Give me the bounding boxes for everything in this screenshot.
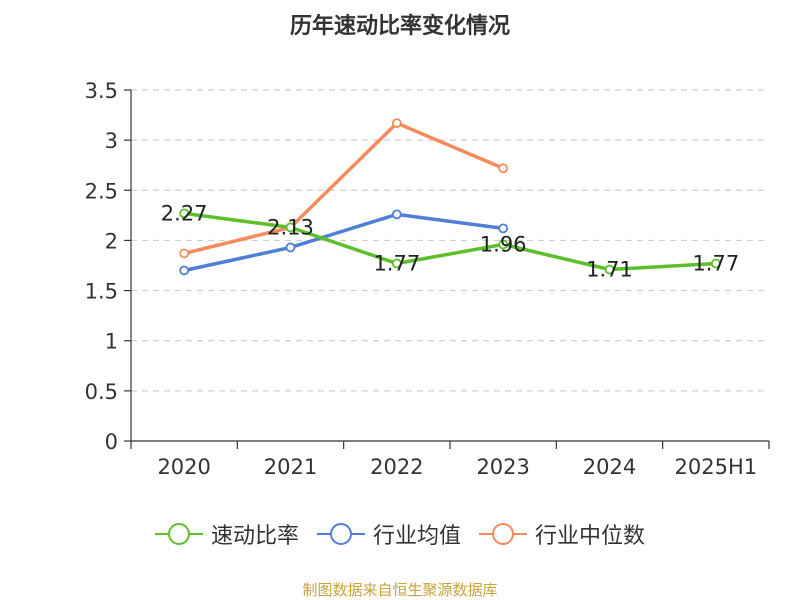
x-tick-label: 2023 [476, 455, 529, 479]
data-point [498, 163, 509, 174]
data-label: 2.13 [267, 215, 314, 239]
y-tick-label: 1.5 [85, 280, 118, 304]
source-note: 制图数据来自恒生聚源数据库 [302, 581, 498, 599]
axes: 0 0.5 1 1.5 2 2.5 3 3.5 2020 2021 2022 2023 2024 2025… [85, 79, 770, 479]
x-tick-label: 2024 [583, 455, 636, 479]
data-point [391, 118, 402, 128]
legend: 速动比率 行业均值 行业中位数 [0, 518, 800, 550]
series-line-0 [182, 211, 718, 272]
data-point [179, 265, 190, 276]
legend-label: 行业中位数 [535, 524, 646, 549]
data-point [498, 223, 509, 234]
data-point [179, 208, 190, 219]
data-point [391, 209, 402, 220]
y-tick-label: 1 [105, 330, 118, 354]
data-label: 2.27 [161, 201, 208, 225]
legend-label: 速动比率 [210, 524, 299, 549]
series-line-2 [182, 121, 505, 256]
chart-title: 历年速动比率变化情况 [289, 14, 510, 39]
series [179, 118, 721, 276]
legend-item-industry-median[interactable]: 行业中位数 [479, 518, 645, 550]
data-point [604, 264, 615, 275]
series-line-1 [182, 212, 505, 273]
y-tick-label: 3 [105, 129, 118, 153]
legend-item-industry-mean[interactable]: 行业均值 [316, 518, 461, 550]
x-tick-label: 2025H1 [675, 455, 758, 479]
data-point [285, 242, 296, 253]
legend-ring-1 [329, 523, 352, 545]
y-tick-label: 2 [105, 229, 118, 253]
data-point [285, 222, 296, 233]
y-tick-label: 0 [105, 430, 118, 454]
data-point [498, 239, 509, 250]
legend-ring-2 [492, 523, 514, 545]
data-label: 1.77 [373, 251, 420, 275]
data-labels: 2.27 2.13 1.77 1.96 1.71 1.77 [161, 201, 739, 281]
y-tick-label: 2.5 [85, 179, 118, 203]
x-tick-label: 2021 [264, 455, 317, 479]
grid [131, 89, 769, 392]
data-label: 1.77 [692, 251, 739, 275]
legend-item-quick-ratio[interactable]: 速动比率 [154, 518, 299, 550]
legend-ring-0 [167, 523, 190, 545]
x-tick-label: 2022 [370, 455, 423, 479]
x-tick-label: 2020 [157, 455, 210, 479]
data-point [391, 258, 402, 269]
data-point [179, 248, 190, 259]
legend-label: 行业均值 [372, 524, 461, 549]
legend-marker-icon [479, 522, 527, 546]
legend-marker-icon [154, 522, 203, 546]
legend-marker-icon [316, 522, 365, 546]
data-point [710, 258, 721, 269]
y-tick-label: 3.5 [85, 79, 118, 103]
data-label: 1.96 [480, 232, 527, 256]
y-tick-label: 0.5 [85, 380, 118, 404]
data-label: 1.71 [586, 258, 633, 282]
